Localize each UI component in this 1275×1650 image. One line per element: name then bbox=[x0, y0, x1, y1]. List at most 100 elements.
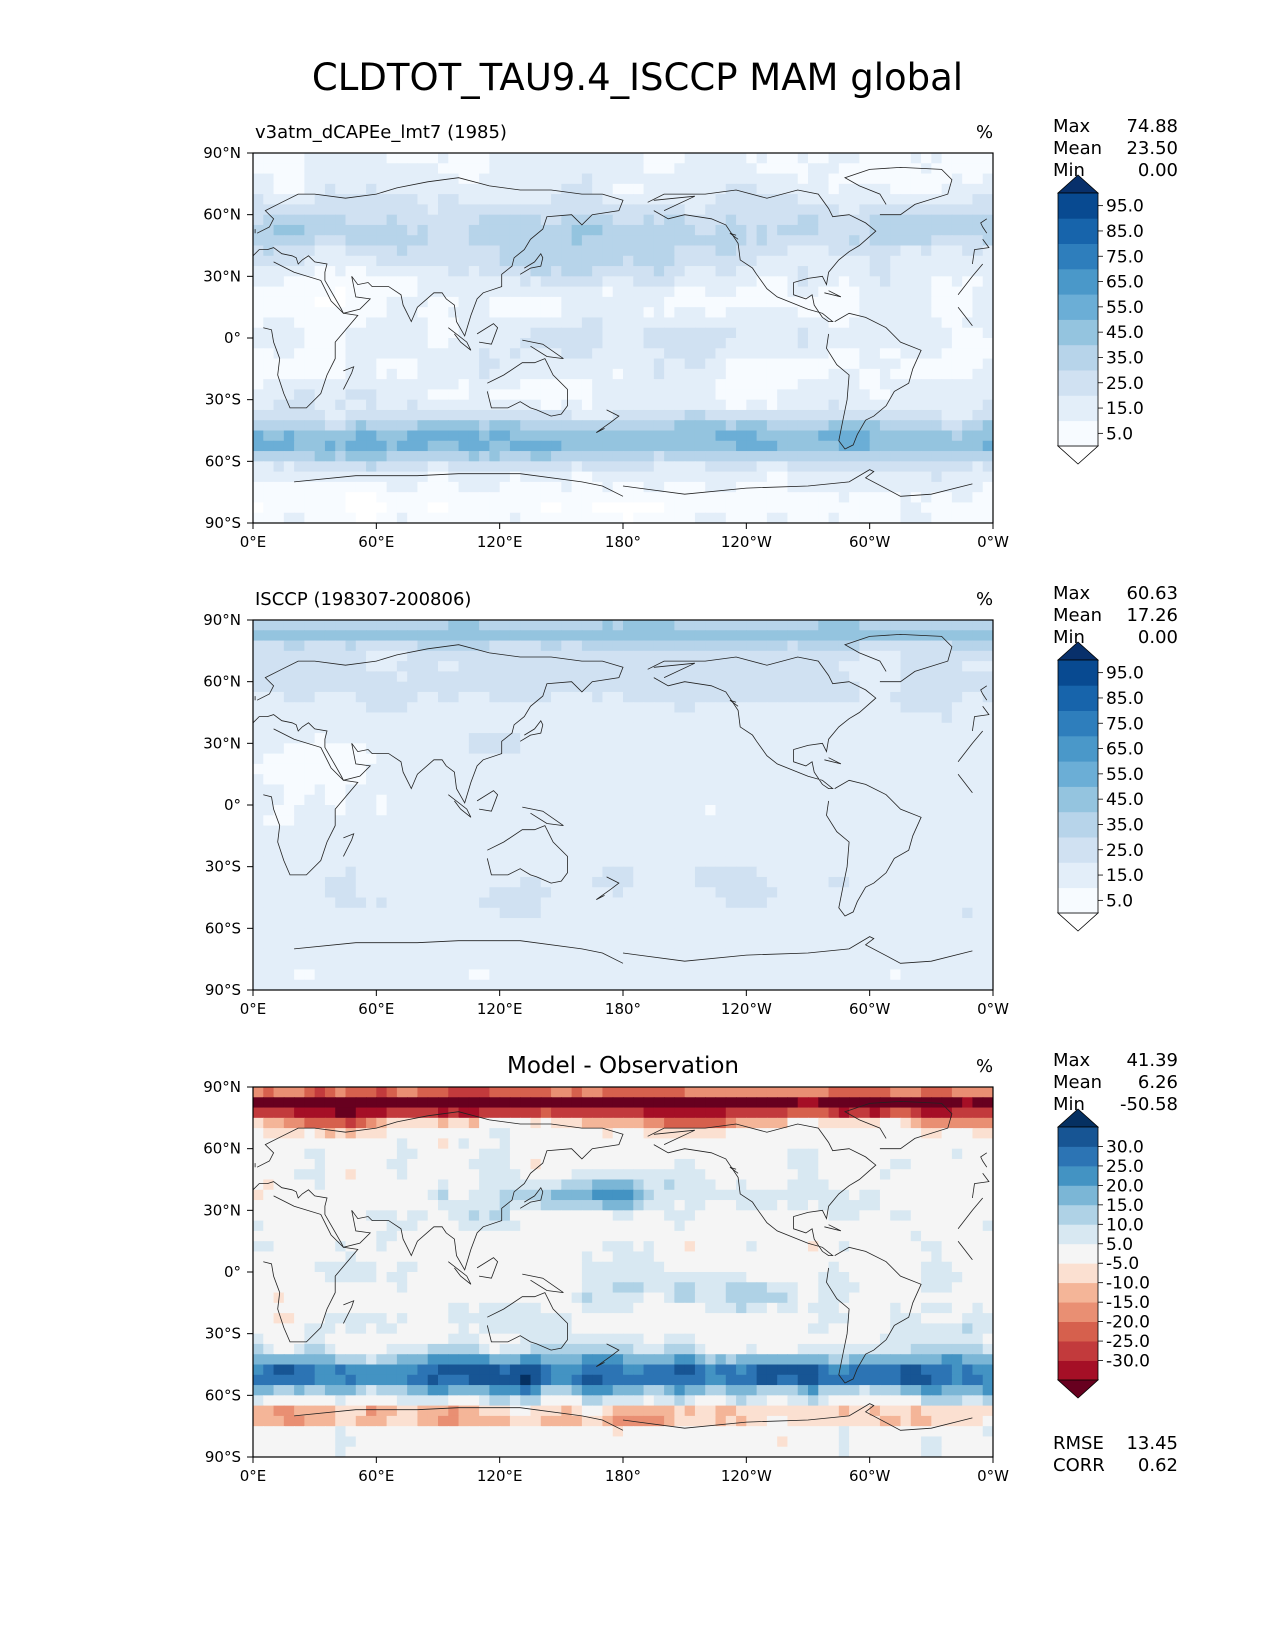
heatmap-cell bbox=[777, 640, 789, 652]
heatmap-cell bbox=[879, 897, 891, 909]
heatmap-cell bbox=[530, 794, 542, 806]
heatmap-cell bbox=[900, 938, 912, 950]
heatmap-cell bbox=[571, 492, 583, 504]
heatmap-cell bbox=[869, 399, 881, 411]
heatmap-cell bbox=[273, 245, 285, 257]
heatmap-cell bbox=[941, 702, 953, 714]
heatmap-cell bbox=[910, 481, 922, 493]
heatmap-cell bbox=[777, 461, 789, 473]
heatmap-cell bbox=[499, 918, 511, 929]
heatmap-cell bbox=[458, 763, 470, 775]
heatmap-cell bbox=[407, 866, 419, 878]
heatmap-cell bbox=[561, 451, 573, 462]
heatmap-cell bbox=[951, 409, 963, 421]
heatmap-cell bbox=[869, 327, 881, 339]
heatmap-cell bbox=[314, 317, 326, 329]
heatmap-cell bbox=[509, 399, 521, 411]
heatmap-cell bbox=[438, 502, 449, 514]
heatmap-cell bbox=[253, 763, 264, 775]
heatmap-cell bbox=[951, 671, 963, 683]
heatmap-cell bbox=[479, 640, 490, 652]
heatmap-cell bbox=[982, 173, 993, 185]
heatmap-cell bbox=[489, 691, 501, 703]
heatmap-cell bbox=[345, 743, 357, 755]
heatmap-cell bbox=[283, 420, 295, 432]
heatmap-cell bbox=[561, 409, 573, 421]
heatmap-cell bbox=[427, 907, 439, 919]
heatmap-cell bbox=[602, 451, 614, 462]
heatmap-cell bbox=[694, 296, 706, 308]
heatmap-cell bbox=[304, 153, 316, 164]
heatmap-cell bbox=[808, 907, 819, 919]
heatmap-cell bbox=[355, 774, 367, 786]
heatmap-cell bbox=[982, 389, 993, 401]
heatmap-cell bbox=[458, 471, 470, 483]
heatmap-cell bbox=[345, 733, 357, 744]
heatmap-cell bbox=[335, 620, 347, 631]
heatmap-cell bbox=[448, 399, 460, 411]
heatmap-cell bbox=[879, 461, 891, 473]
heatmap-cell bbox=[869, 938, 881, 950]
heatmap-cell bbox=[694, 763, 706, 775]
heatmap-cell bbox=[355, 712, 367, 724]
heatmap-cell bbox=[705, 794, 717, 806]
heatmap-cell bbox=[982, 266, 993, 277]
heatmap-cell bbox=[797, 835, 809, 847]
heatmap-cell bbox=[335, 502, 347, 514]
heatmap-cell bbox=[941, 235, 953, 247]
heatmap-cell bbox=[458, 753, 470, 765]
heatmap-cell bbox=[674, 276, 686, 288]
heatmap-cell bbox=[982, 276, 993, 288]
heatmap-cell bbox=[540, 835, 552, 847]
heatmap-cell bbox=[684, 451, 696, 462]
heatmap-cell bbox=[633, 681, 645, 693]
heatmap-cell bbox=[900, 173, 912, 185]
heatmap-cell bbox=[581, 430, 593, 442]
heatmap-cell bbox=[376, 235, 388, 247]
heatmap-cell bbox=[458, 317, 470, 329]
heatmap-cell bbox=[869, 471, 881, 483]
coastline bbox=[653, 195, 696, 211]
heatmap-cell bbox=[921, 661, 932, 672]
heatmap-cell bbox=[386, 835, 398, 847]
heatmap-cell bbox=[407, 691, 419, 703]
heatmap-cell bbox=[941, 204, 953, 216]
heatmap-cell bbox=[962, 846, 974, 857]
heatmap-cell bbox=[335, 856, 347, 868]
heatmap-cell bbox=[520, 815, 532, 827]
heatmap-field bbox=[253, 620, 993, 990]
heatmap-cell bbox=[674, 317, 686, 329]
heatmap-cell bbox=[314, 409, 326, 421]
heatmap-cell bbox=[407, 702, 419, 714]
heatmap-cell bbox=[540, 276, 552, 288]
heatmap-cell bbox=[664, 461, 675, 473]
heatmap-cell bbox=[869, 183, 881, 195]
heatmap-cell bbox=[294, 266, 305, 277]
heatmap-cell bbox=[283, 897, 295, 909]
heatmap-cell bbox=[694, 681, 706, 693]
heatmap-cell bbox=[962, 317, 974, 329]
heatmap-cell bbox=[849, 338, 860, 349]
coastline bbox=[294, 473, 624, 497]
heatmap-cell bbox=[890, 245, 902, 257]
heatmap-cell bbox=[294, 379, 305, 390]
heatmap-cell bbox=[674, 691, 686, 703]
heatmap-cell bbox=[869, 173, 881, 185]
heatmap-cell bbox=[777, 214, 789, 226]
heatmap-cell bbox=[859, 368, 871, 380]
heatmap-cell bbox=[859, 409, 871, 421]
heatmap-cell bbox=[941, 471, 953, 483]
heatmap-cell bbox=[540, 286, 552, 298]
heatmap-cell bbox=[592, 691, 604, 703]
heatmap-cell bbox=[931, 173, 943, 185]
heatmap-cell bbox=[458, 825, 470, 837]
heatmap-cell bbox=[972, 702, 984, 714]
heatmap-cell bbox=[705, 451, 717, 462]
heatmap-cell bbox=[407, 420, 419, 432]
heatmap-cell bbox=[438, 204, 449, 216]
heatmap-cell bbox=[777, 451, 789, 462]
heatmap-cell bbox=[643, 640, 655, 652]
heatmap-cell bbox=[766, 825, 778, 837]
heatmap-cell bbox=[962, 907, 974, 919]
heatmap-cell bbox=[674, 296, 686, 308]
